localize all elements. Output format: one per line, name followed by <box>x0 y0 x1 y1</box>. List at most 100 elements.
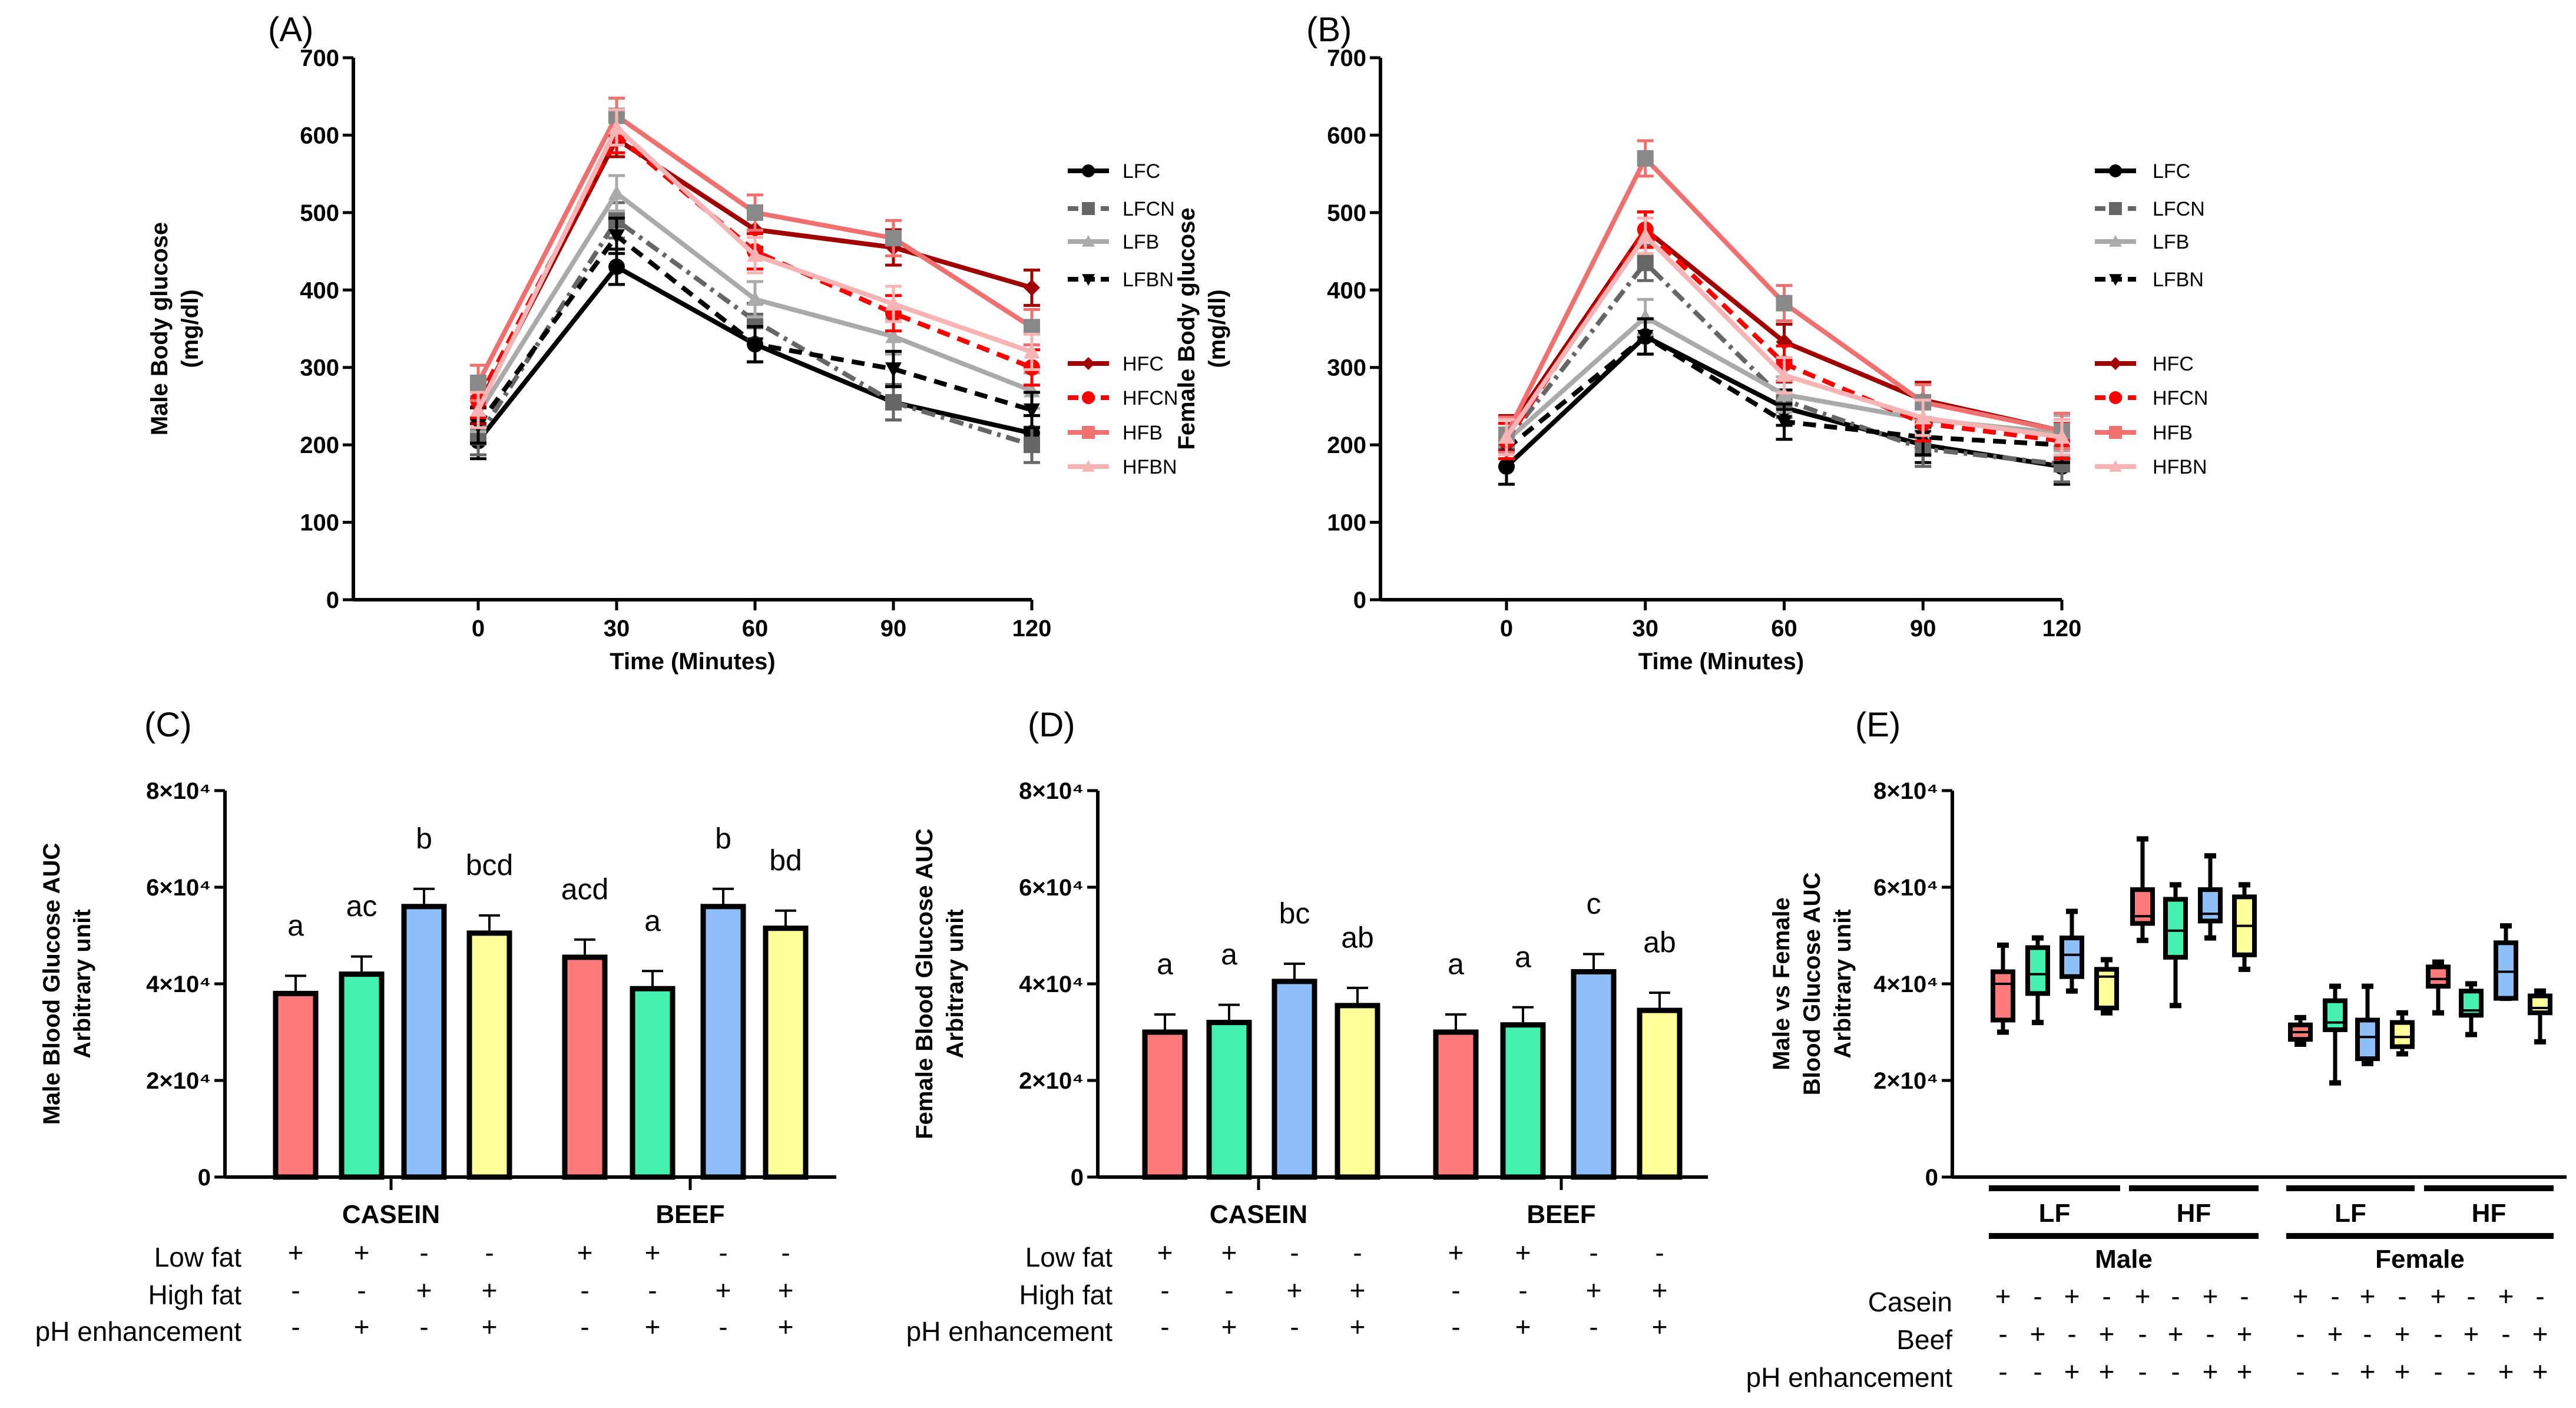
marker-triangle-down <box>2109 274 2122 286</box>
y-tick-label: 4×10⁴ <box>1019 971 1084 997</box>
significance-letter: a <box>1448 948 1464 981</box>
legend-item-lfbn: LFBN <box>2095 269 2204 291</box>
sign-minus: - <box>2138 1318 2147 1349</box>
sign-minus: - <box>2033 1356 2042 1387</box>
y-tick-label: 0 <box>1071 1165 1084 1191</box>
marker-square <box>1024 319 1040 336</box>
sign-plus: + <box>2395 1356 2411 1387</box>
x-axis-label: Time (Minutes) <box>610 649 776 675</box>
sign-minus: - <box>291 1311 300 1342</box>
marker-triangle <box>885 328 902 343</box>
bar: a <box>1433 948 1479 1180</box>
legend-label: HFCN <box>1123 387 1178 409</box>
box-rect <box>1991 969 2015 1023</box>
bar-rect <box>339 971 385 1180</box>
y-axis-label: Female Body glucose <box>1174 207 1200 449</box>
line-chart-a: (A) 0 100 200 300 400 500 600 700 0 30 60 90 120 Time … <box>147 11 1178 675</box>
legend-item-lfc: LFC <box>2095 160 2190 183</box>
y-tick-label: 600 <box>1327 123 1366 148</box>
y-tick-label: 8×10⁴ <box>1019 778 1084 804</box>
box <box>2426 959 2451 1016</box>
bar-rect <box>562 954 608 1180</box>
sign-plus: + <box>2498 1356 2514 1387</box>
sign-plus: + <box>2327 1318 2343 1349</box>
bar-rect <box>700 904 746 1180</box>
bar-rect <box>1433 1029 1479 1180</box>
y-tick-label: 8×10⁴ <box>1873 778 1938 804</box>
y-tick-label: 500 <box>300 200 339 226</box>
y-tick-label: 700 <box>1327 45 1366 71</box>
sign-plus: + <box>288 1237 304 1268</box>
bar-rect <box>1206 1020 1252 1180</box>
legend-item-lfcn: LFCN <box>2095 198 2205 220</box>
sign-minus: - <box>781 1237 790 1268</box>
y-tick-label: 0 <box>1353 587 1366 613</box>
sign-plus: + <box>354 1311 370 1342</box>
sign-plus: + <box>482 1275 498 1305</box>
y-tick-label: 100 <box>1327 510 1366 536</box>
bar: ab <box>1637 926 1683 1180</box>
sign-minus: - <box>2433 1318 2442 1349</box>
significance-letter: c <box>1587 887 1601 920</box>
legend-label: LFB <box>1123 231 1159 253</box>
legend-label: HFC <box>2153 353 2194 375</box>
row-label: Low fat <box>154 1242 242 1273</box>
sign-minus: - <box>419 1237 428 1268</box>
bar: bc <box>1272 897 1317 1180</box>
row-label: Low fat <box>1025 1242 1113 1273</box>
legend-label: HFBN <box>1123 456 1177 478</box>
legend-label: LFCN <box>2153 198 2205 220</box>
panel-label: (D) <box>1028 706 1075 744</box>
significance-letter: bcd <box>466 849 514 882</box>
x-tick-label: 120 <box>2042 616 2082 642</box>
x-tick-label: 30 <box>1633 616 1659 642</box>
legend-item-hfcn: HFCN <box>2095 387 2208 409</box>
x-tick-label: 0 <box>1500 616 1513 642</box>
sign-plus: + <box>2030 1318 2046 1349</box>
sign-minus: - <box>1451 1311 1460 1342</box>
sign-minus: - <box>419 1311 428 1342</box>
x-tick-label: 120 <box>1012 616 1052 642</box>
sign-plus: + <box>1515 1237 1531 1268</box>
sign-minus: - <box>357 1275 366 1305</box>
box <box>2025 935 2050 1026</box>
marker-triangle <box>1637 227 1654 243</box>
sign-plus: + <box>482 1311 498 1342</box>
sign-minus: - <box>1589 1311 1598 1342</box>
marker-triangle <box>1776 366 1793 382</box>
bar: a <box>273 909 319 1180</box>
bar: acd <box>561 873 608 1180</box>
sign-plus: + <box>1157 1237 1173 1268</box>
y-axis-label: Blood Glucose AUC <box>1799 872 1825 1096</box>
legend-label: HFBN <box>2153 456 2207 478</box>
box <box>2528 988 2552 1045</box>
panel-label: (A) <box>268 11 313 49</box>
marker-circle <box>608 258 625 275</box>
marker-triangle <box>1024 343 1040 359</box>
marker-triangle-down <box>1082 274 1095 286</box>
sign-minus: - <box>2330 1356 2339 1387</box>
sign-minus: - <box>2067 1318 2076 1349</box>
bar: a <box>1500 940 1546 1180</box>
sign-minus: - <box>2033 1281 2042 1311</box>
marker-circle <box>1082 164 1095 177</box>
marker-triangle <box>608 185 625 200</box>
sign-plus: + <box>1652 1275 1668 1305</box>
box-rect <box>2163 897 2188 960</box>
sign-minus: - <box>2433 1356 2442 1387</box>
marker-triangle <box>747 291 763 306</box>
x-tick-label: 90 <box>1910 616 1936 642</box>
row-label: Beef <box>1896 1324 1952 1355</box>
bar-chart-c: (C) 0 2×10⁴ 4×10⁴ 6×10⁴ 8×10⁴ Male Blood Gluco… <box>35 706 836 1347</box>
sign-plus: + <box>2395 1318 2411 1349</box>
legend-label: HFB <box>2153 422 2193 444</box>
row-label: Casein <box>1868 1287 1952 1317</box>
sign-plus: + <box>1652 1311 1668 1342</box>
legend-label: HFC <box>1123 353 1164 375</box>
sign-minus: - <box>2102 1281 2111 1311</box>
marker-triangle <box>1498 429 1515 444</box>
sign-plus: + <box>2064 1356 2080 1387</box>
y-tick-label: 200 <box>1327 432 1366 458</box>
box-rect <box>2323 998 2347 1032</box>
sign-minus: - <box>1353 1237 1362 1268</box>
